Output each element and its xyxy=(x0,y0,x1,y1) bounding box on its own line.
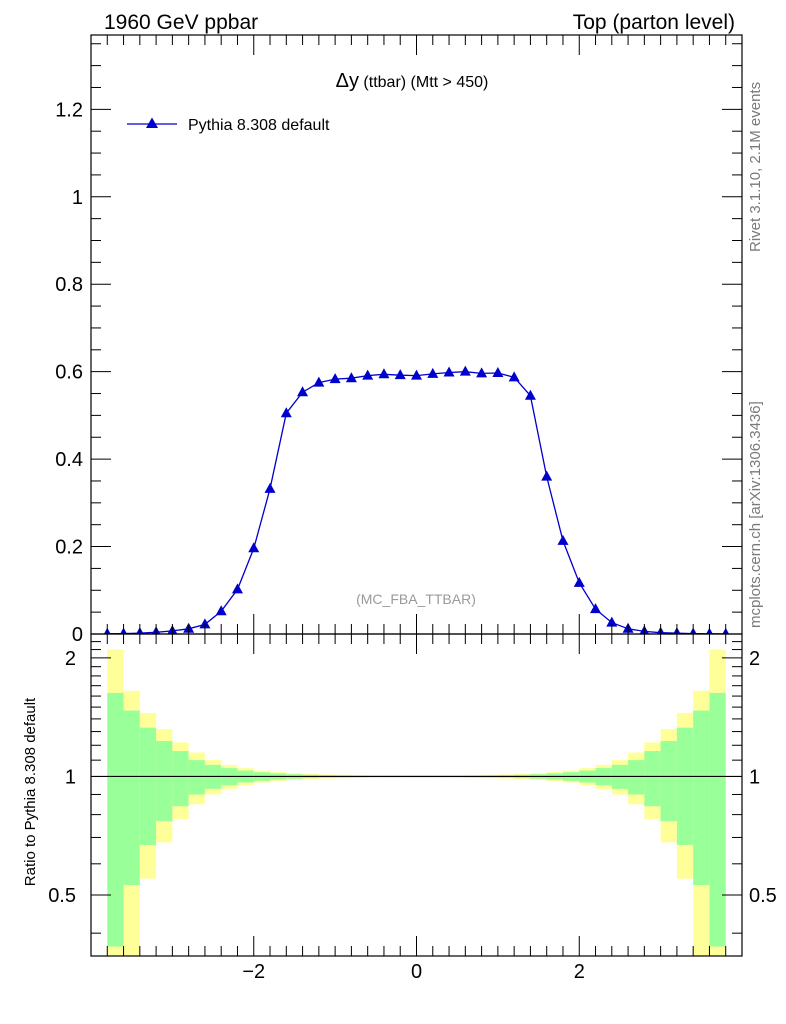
series-marker xyxy=(411,369,422,380)
ratio-green-band xyxy=(156,741,173,822)
series-marker xyxy=(443,366,455,377)
analysis-watermark: (MC_FBA_TTBAR) xyxy=(356,591,476,607)
ratio-y-tick-label-right: 1 xyxy=(749,766,760,788)
main-y-tick-label: 0.2 xyxy=(55,537,83,559)
series-marker xyxy=(541,470,553,481)
ratio-green-band xyxy=(139,727,157,845)
main-y-tick-label: 0.4 xyxy=(55,449,83,471)
series-marker xyxy=(362,369,374,380)
ratio-green-band xyxy=(107,692,124,947)
main-y-tick-label: 0.6 xyxy=(55,362,83,384)
series-marker xyxy=(427,367,439,378)
series-marker xyxy=(280,407,292,418)
series-marker xyxy=(492,366,504,377)
series-marker xyxy=(215,605,227,616)
ratio-x-tick-label: 2 xyxy=(574,961,585,983)
series-marker xyxy=(606,616,618,627)
main-y-tick-label: 0.8 xyxy=(55,274,83,296)
series-marker xyxy=(329,373,341,384)
ratio-green-band xyxy=(676,727,694,845)
ratio-ylabel: Ratio to Pythia 8.308 default xyxy=(22,697,39,886)
main-y-tick-label: 0 xyxy=(72,624,83,646)
series-marker xyxy=(199,618,211,629)
ratio-green-band xyxy=(693,710,710,886)
ratio-x-tick-label: −2 xyxy=(242,961,265,983)
series-marker xyxy=(573,576,585,587)
series-marker xyxy=(264,482,276,493)
ratio-green-band xyxy=(172,751,189,807)
ratio-y-tick-label-left: 1 xyxy=(65,766,76,788)
main-plot-title: Δy (ttbar) (Mtt > 450) xyxy=(336,70,489,92)
series-marker xyxy=(394,369,406,380)
header-right: Top (parton level) xyxy=(573,11,735,34)
series-marker xyxy=(476,367,488,378)
ratio-green-band xyxy=(188,760,205,795)
series-marker xyxy=(231,583,243,594)
ratio-green-band xyxy=(660,741,677,822)
legend-label: Pythia 8.308 default xyxy=(188,117,330,134)
series-marker xyxy=(508,371,520,382)
ratio-y-tick-label-left: 2 xyxy=(65,648,76,670)
main-y-tick-label: 1.2 xyxy=(55,99,83,121)
ratio-green-band xyxy=(123,710,140,886)
ratio-green-band xyxy=(709,692,726,947)
series-marker xyxy=(590,603,602,614)
ratio-green-band xyxy=(644,751,661,807)
series-marker xyxy=(345,372,357,383)
mcplots-label: mcplots.cern.ch [arXiv:1306.3436] xyxy=(747,401,764,628)
rivet-label: Rivet 3.1.10, 2.1M events xyxy=(747,82,764,252)
axes: 00.20.40.60.811.2−2 0 20.5 0.51 12 2 xyxy=(48,34,777,983)
legend-marker xyxy=(146,117,158,128)
series-marker xyxy=(557,534,569,545)
series-marker xyxy=(378,368,390,379)
series-marker xyxy=(248,542,260,553)
series-marker xyxy=(297,386,309,397)
ratio-y-tick-label-right: 2 xyxy=(749,648,760,670)
legend: Pythia 8.308 default xyxy=(127,117,330,134)
ratio-green-band xyxy=(628,760,645,795)
ratio-y-tick-label-left: 0.5 xyxy=(48,885,76,907)
main-y-tick-label: 1 xyxy=(72,187,83,209)
series-marker xyxy=(313,376,325,387)
series-marker xyxy=(459,365,471,376)
main-series xyxy=(103,365,730,634)
ratio-x-tick-label: 0 xyxy=(411,961,422,983)
header-left: 1960 GeV ppbar xyxy=(104,11,258,34)
ratio-y-tick-label-right: 0.5 xyxy=(749,885,777,907)
series-marker xyxy=(524,389,536,400)
